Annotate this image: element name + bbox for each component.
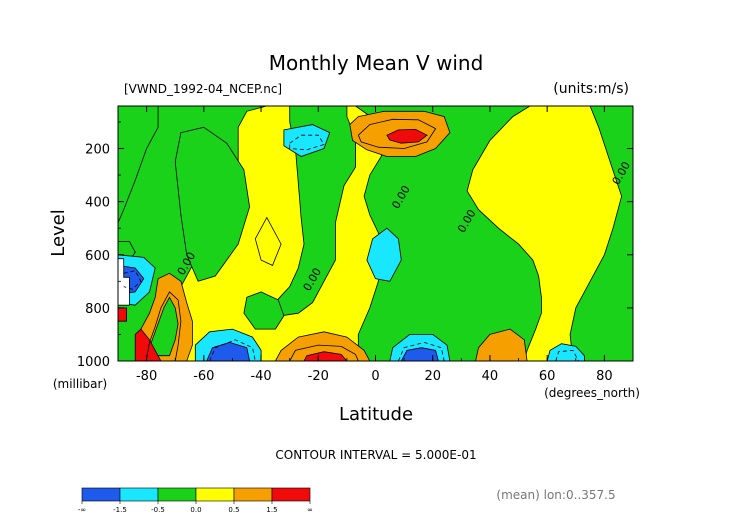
x-tick-label: -40 [250,369,271,384]
x-tick-label: 60 [539,369,556,384]
y-tick-label: 200 [85,143,110,158]
colorbar-label: -1.5 [113,506,127,514]
contour-region-9 [254,216,282,266]
x-axis-title: Latitude [339,404,413,425]
contour-region-4 [354,106,542,361]
contour-region-17 [400,347,439,361]
colorbar-swatch-0 [81,487,121,502]
contour-interval-label: CONTOUR INTERVAL = 5.000E-01 [275,448,476,462]
x-tick-label: 20 [424,369,441,384]
contour-region-28 [118,258,130,306]
x-tick-label: 40 [482,369,499,384]
solid-contour-2 [146,291,182,361]
y-tick-label: 800 [85,302,110,317]
colorbar-label: 0.5 [228,506,239,514]
contour-region-5 [243,291,285,330]
dashed-contour-0 [289,134,325,151]
mean-label: (mean) lon:0..357.5 [496,488,615,502]
x-tick-label: -20 [308,369,329,384]
dashed-contour-3 [398,341,445,361]
colorbar-label: 1.5 [266,506,277,514]
contour-region-21 [274,331,371,361]
colorbar-label: -∞ [78,506,86,514]
contour-lines [123,118,579,361]
contour-region-10 [283,124,331,157]
y-axis-title: Level [48,209,69,257]
y-tick-label: 600 [85,249,110,264]
contour-region-22 [303,351,348,361]
units-label: (units:m/s) [553,81,629,97]
colorbar-label: 0.0 [190,506,201,514]
contour-field [118,106,633,361]
contour-region-20 [386,128,428,144]
chart-title: Monthly Mean V wind [269,51,484,75]
contour-region-3 [271,106,356,317]
solid-contour-1 [289,344,359,361]
colorbar-label: ∞ [307,506,313,514]
colorbar-swatch-3 [195,487,235,502]
y-tick-label: 1000 [77,355,110,370]
file-label: [VWND_1992-04_NCEP.nc] [124,82,282,96]
contour-region-18 [546,343,585,361]
contour-region-11 [366,227,402,282]
contour-region-25 [134,328,162,361]
x-tick-label: 80 [596,369,613,384]
dashed-contour-2 [209,339,256,361]
colorbar-swatch-4 [233,487,273,502]
y-tick-label: 400 [85,196,110,211]
dashed-contour-4 [555,349,579,361]
x-tick-label: 0 [371,369,379,384]
dashed-contour-1 [123,270,142,290]
colorbar: -∞ -1.5 -0.5 0.0 0.5 1.5 ∞ [78,487,313,514]
colorbar-swatch-5 [271,487,311,502]
x-tick-label: -80 [136,369,157,384]
contour-region-27 [475,328,528,361]
colorbar-swatch-2 [157,487,197,502]
x-tick-label: -60 [193,369,214,384]
colorbar-swatch-1 [119,487,159,502]
x-axis: -80 -60 -40 -20 0 20 40 60 80 [117,106,634,384]
y-axis: 200 400 600 800 1000 [77,121,633,370]
y-axis-units: (millibar) [53,377,107,391]
x-axis-units: (degrees_north) [544,386,640,400]
contour-region-2 [174,126,251,282]
contour-region-6 [569,106,633,361]
contour-region-7 [118,106,159,224]
colorbar-label: -0.5 [151,506,165,514]
contour-region-26 [118,307,127,322]
solid-contour-0 [357,118,437,149]
contour-region-24 [146,296,179,357]
